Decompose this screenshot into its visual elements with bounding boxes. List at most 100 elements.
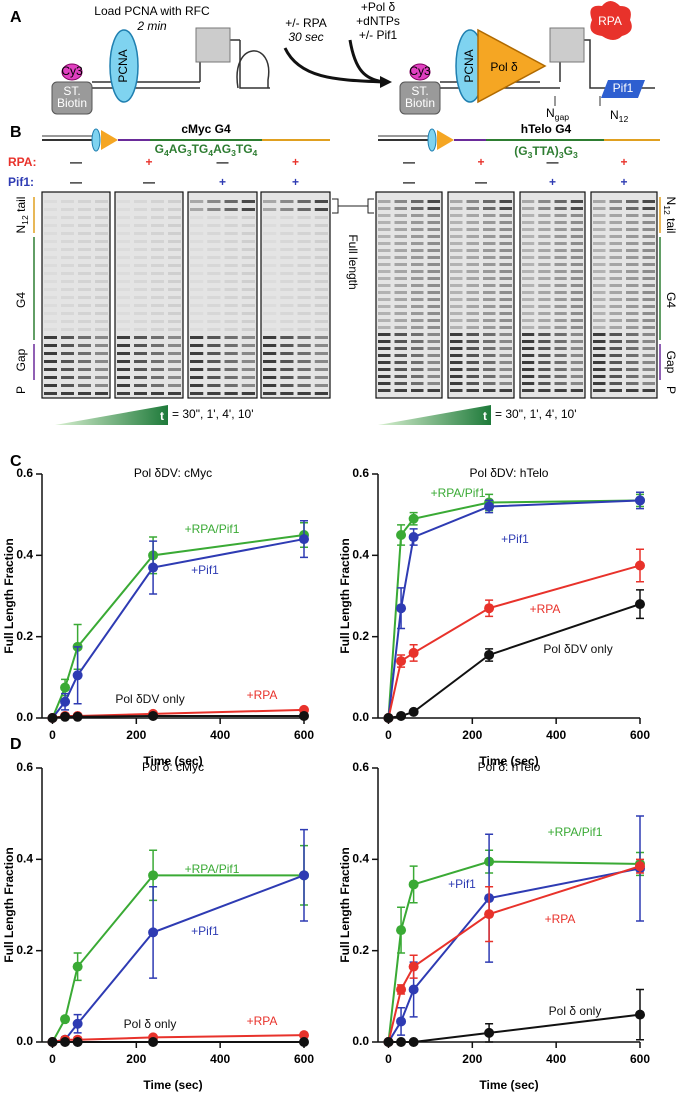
gel-band xyxy=(427,333,440,336)
gel-band xyxy=(241,280,255,283)
text-part: 4 xyxy=(164,148,169,158)
y-tick-label: 0.4 xyxy=(352,852,369,866)
gel-band xyxy=(609,277,622,280)
gel-band xyxy=(411,228,424,231)
gel-band xyxy=(190,360,204,363)
text-part: AG xyxy=(169,142,187,156)
gel-band xyxy=(151,232,164,235)
gel-band xyxy=(314,312,328,315)
y-tick-label: 0.4 xyxy=(352,548,369,562)
gel-band xyxy=(61,216,74,219)
biotin-box xyxy=(51,81,93,115)
series-line xyxy=(387,860,641,1043)
text-part: 3 xyxy=(528,150,533,160)
gel-band xyxy=(224,200,238,203)
gel-band xyxy=(499,207,512,210)
gel-band xyxy=(466,256,479,259)
gel-band xyxy=(263,376,277,379)
gel-band xyxy=(151,376,164,379)
x-tick-label: 200 xyxy=(126,1052,146,1066)
gel-band xyxy=(466,382,479,385)
gel-band xyxy=(168,240,181,243)
gel-band xyxy=(466,214,479,217)
gel-band xyxy=(538,333,551,336)
gel-band xyxy=(280,376,294,379)
gel-band xyxy=(570,326,583,329)
y-axis-title: Full Length Fraction xyxy=(338,538,352,653)
text-part: N xyxy=(664,197,677,206)
gel-band xyxy=(466,242,479,245)
gel-band xyxy=(224,216,238,219)
gel-band xyxy=(642,263,655,266)
rpa-text: RPA xyxy=(598,14,622,28)
gel-band xyxy=(609,382,622,385)
gel-band xyxy=(394,221,407,224)
y-tick-label: 0.4 xyxy=(16,852,33,866)
gel-band xyxy=(450,277,463,280)
pol-text: Pol δ xyxy=(490,60,518,74)
gel-band xyxy=(280,312,294,315)
gel-band xyxy=(95,208,108,211)
panel-label: A xyxy=(10,9,22,26)
gel-band xyxy=(394,326,407,329)
x-tick-label: 400 xyxy=(546,728,566,742)
data-point xyxy=(484,649,495,660)
text-part: G xyxy=(564,144,573,158)
gel-band xyxy=(95,376,108,379)
gel-band xyxy=(78,328,91,331)
gel-band xyxy=(483,221,496,224)
gel-band xyxy=(95,264,108,267)
step-text: +dNTPs xyxy=(356,14,400,28)
gel-band xyxy=(207,272,221,275)
gel-band xyxy=(378,228,391,231)
full-length-label: Full length xyxy=(346,234,360,289)
gel-band xyxy=(168,336,181,339)
gel-band xyxy=(168,272,181,275)
gel-band xyxy=(314,256,328,259)
gel-band xyxy=(499,333,512,336)
arrow xyxy=(348,39,386,84)
gel-band xyxy=(411,291,424,294)
gel-band xyxy=(570,305,583,308)
gel-band xyxy=(61,376,74,379)
y-tick-label: 0.2 xyxy=(352,943,369,957)
gel-band xyxy=(483,256,496,259)
gel-band xyxy=(538,361,551,364)
gel-band xyxy=(134,248,147,251)
gel-band xyxy=(190,344,204,347)
gel-band xyxy=(466,375,479,378)
data-point xyxy=(635,560,645,571)
gel-band xyxy=(570,263,583,266)
gel-band xyxy=(554,333,567,336)
gel-band xyxy=(554,361,567,364)
data-point xyxy=(299,870,309,881)
gel-band xyxy=(168,216,181,219)
gel-band xyxy=(378,249,391,252)
gel-band xyxy=(190,376,204,379)
gel-band xyxy=(314,232,328,235)
gel-band xyxy=(263,264,277,267)
gel-band xyxy=(151,256,164,259)
gel-band xyxy=(117,232,130,235)
gel-band xyxy=(44,368,57,371)
sub-text: N12 tail xyxy=(14,197,30,234)
gel-band xyxy=(538,382,551,385)
data-point xyxy=(60,696,71,707)
gel-band xyxy=(483,354,496,357)
gel-band xyxy=(538,319,551,322)
gel-band xyxy=(609,249,622,252)
text-part: TG xyxy=(236,142,253,156)
gel-band xyxy=(280,296,294,299)
gel-band xyxy=(95,320,108,323)
data-point xyxy=(299,710,309,721)
gel-band xyxy=(280,304,294,307)
data-point xyxy=(396,1016,407,1027)
gel-band xyxy=(522,235,535,238)
gel-band xyxy=(297,352,311,355)
gel-band xyxy=(626,347,639,350)
gel-band xyxy=(314,360,328,363)
gel-band xyxy=(78,312,91,315)
gel-band xyxy=(466,340,479,343)
gel-band xyxy=(224,376,238,379)
data-point xyxy=(72,711,83,722)
